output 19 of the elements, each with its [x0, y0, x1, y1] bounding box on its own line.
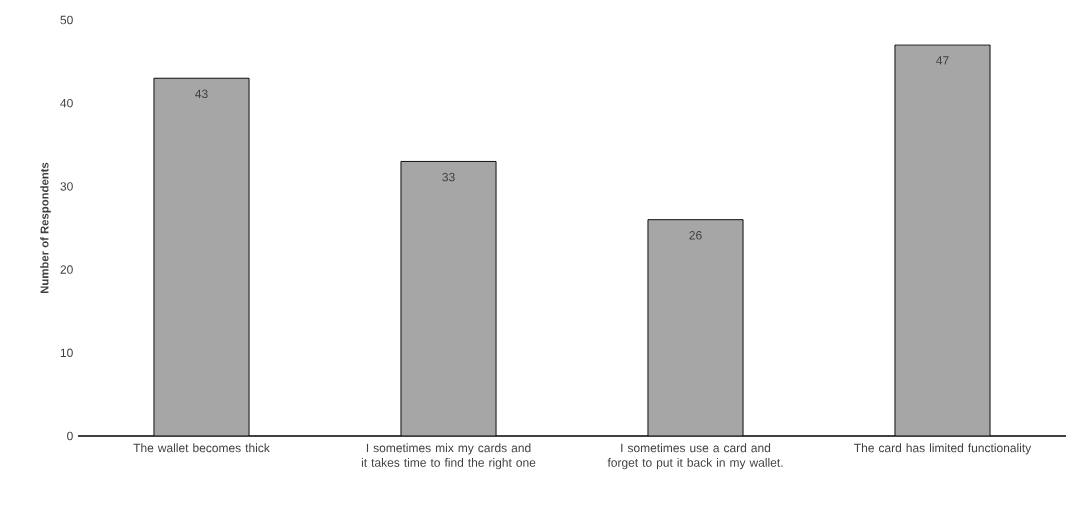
y-tick-label: 10	[60, 348, 73, 358]
y-tick-label: 50	[60, 15, 73, 25]
data-label: 47	[936, 56, 949, 65]
x-tick-label: The card has limited functionality	[854, 443, 1032, 455]
bar	[153, 77, 250, 436]
bar	[647, 219, 744, 436]
data-label: 43	[195, 89, 208, 99]
data-label: 26	[689, 231, 702, 240]
x-tick-label: The wallet becomes thick	[133, 443, 270, 453]
x-tick-label: I sometimes use a card and forget to put it back in my wallet.	[607, 443, 783, 470]
y-tick-label: 0	[67, 431, 73, 441]
y-tick-label: 40	[60, 98, 73, 108]
bar	[400, 160, 497, 436]
x-tick-label: I sometimes mix my cards and it takes time to find the right one	[361, 443, 536, 470]
y-tick-label: 30	[60, 182, 73, 191]
y-tick-label: 20	[60, 265, 73, 274]
y-axis-title: Number of Respondents	[40, 162, 51, 294]
bar	[894, 44, 991, 436]
data-label: 33	[442, 172, 455, 182]
